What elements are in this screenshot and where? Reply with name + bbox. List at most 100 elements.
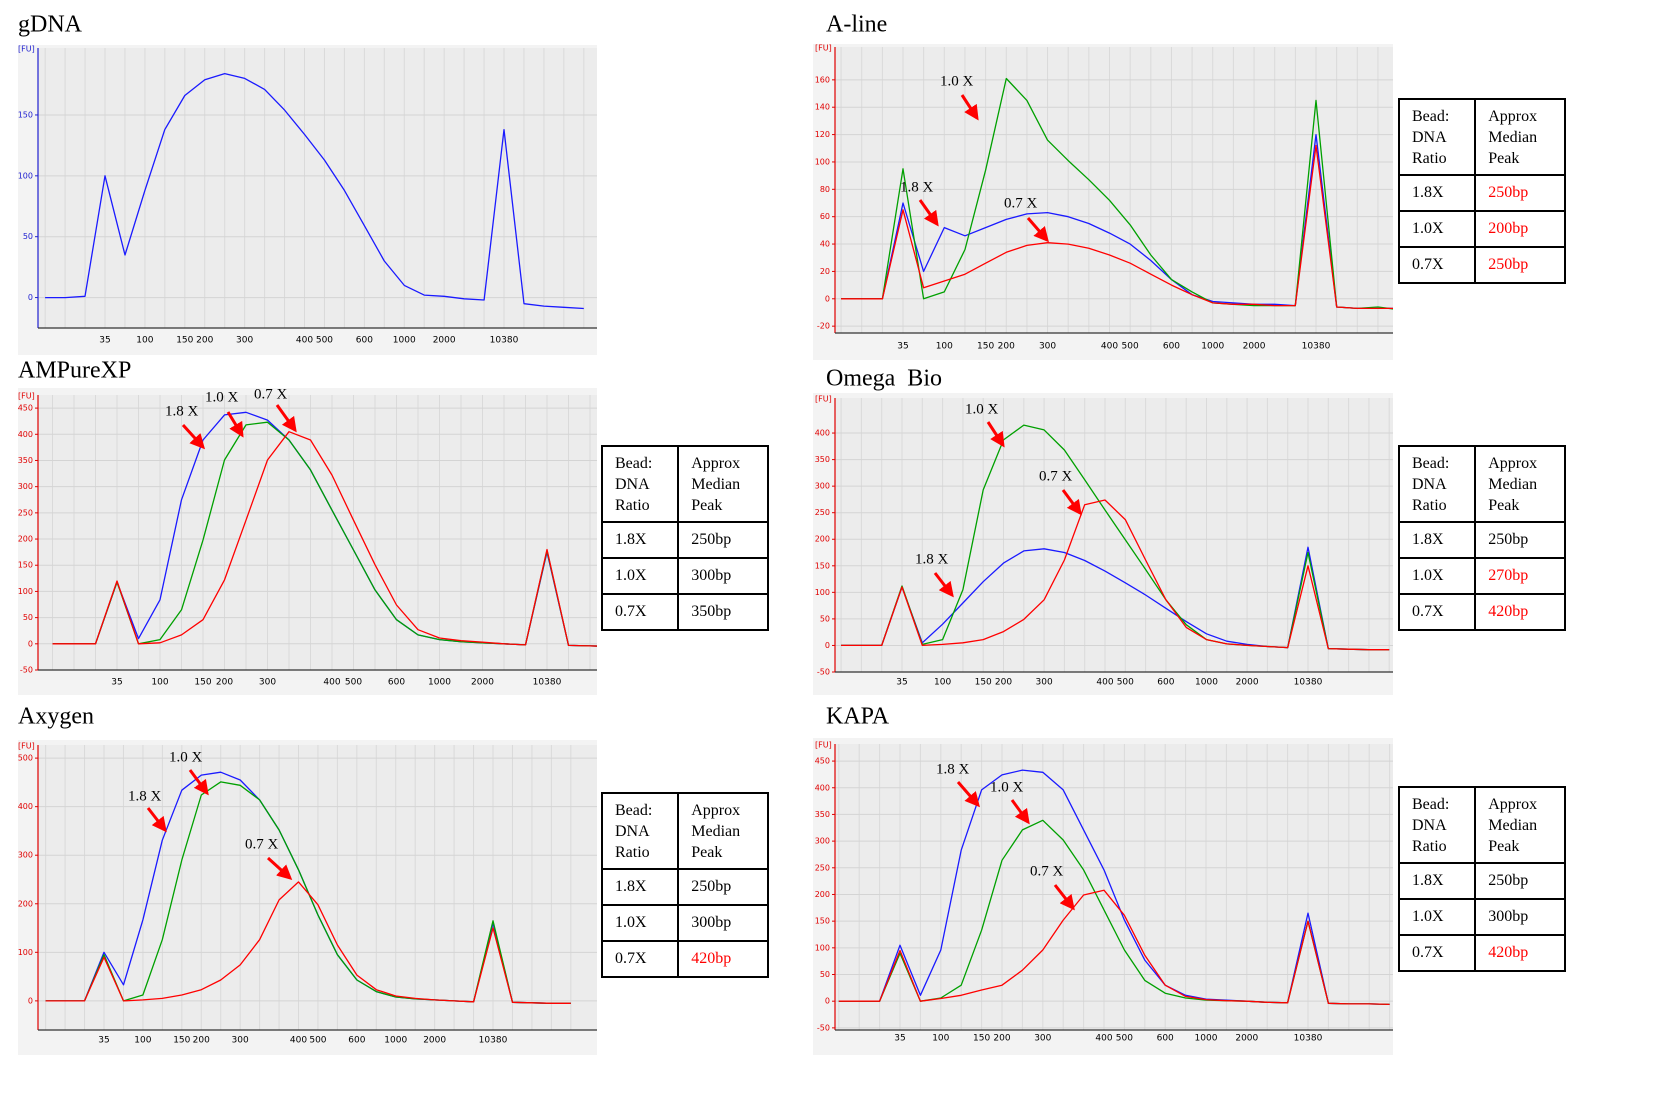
annotation-arrow [226, 411, 244, 438]
y-tick-label: 80 [820, 185, 830, 194]
plot-lines [52, 411, 597, 647]
data-line [841, 77, 1393, 310]
ratio-cell: 1.0X [1397, 898, 1477, 936]
table-row: 0.7X 350bp [600, 593, 769, 631]
annotation-arrow [1061, 489, 1082, 516]
data-line [45, 881, 571, 1004]
y-axis-label: [FU] [815, 395, 832, 404]
annotation: 0.7 X [1039, 468, 1073, 484]
y-tick-label: 50 [23, 613, 33, 622]
x-tick-label: 500 [316, 336, 333, 346]
x-tick-label: 10380 [533, 678, 562, 688]
y-tick-label: 300 [815, 837, 830, 846]
x-tick-label: 500 [309, 1036, 326, 1046]
data-line [841, 499, 1390, 651]
y-axis-label: [FU] [815, 44, 832, 53]
annotation-arrow [266, 856, 293, 881]
y-tick-label: -20 [817, 322, 830, 331]
header-cell: Approx Median Peak [1474, 445, 1566, 523]
annotation-arrow [960, 94, 979, 121]
x-tick-label: 2000 [433, 336, 456, 346]
y-tick-label: 0 [28, 639, 33, 648]
y-tick-label: 350 [815, 810, 830, 819]
peak-cell: 250bp [1474, 246, 1566, 284]
x-tick-label: 10380 [490, 336, 519, 346]
annotation-arrow [146, 807, 167, 833]
plot-lines [45, 771, 571, 1004]
panel-title: A-line [826, 12, 887, 38]
y-axis-label: [FU] [18, 392, 35, 401]
annotation: 1.0 X [990, 779, 1024, 795]
annotation: 1.0 X [940, 73, 974, 89]
header-cell: Bead: DNA Ratio [1397, 98, 1477, 176]
y-tick-label: 50 [820, 614, 830, 623]
peak-cell: 250bp [1474, 174, 1566, 212]
x-tick-label: 1000 [384, 1036, 407, 1046]
header-cell: Approx Median Peak [1474, 786, 1566, 864]
x-tick-label: 150 [977, 342, 994, 352]
ratio-cell: 0.7X [1397, 934, 1477, 972]
x-tick-label: 100 [151, 678, 168, 688]
x-tick-label: 10380 [1294, 1034, 1323, 1044]
x-tick-label: 200 [995, 678, 1012, 688]
table-row: 0.7X 420bp [600, 940, 769, 978]
y-tick-label: 400 [18, 802, 33, 811]
x-tick-label: 150 [194, 678, 211, 688]
y-tick-label: 300 [815, 482, 830, 491]
y-tick-label: 400 [18, 430, 33, 439]
header-cell: Bead: DNA Ratio [1397, 445, 1477, 523]
table-row: 1.8X 250bp [1397, 521, 1566, 559]
x-tick-label: 35 [99, 336, 110, 346]
x-tick-label: 200 [193, 1036, 210, 1046]
table-header: Bead: DNA Ratio Approx Median Peak [1397, 786, 1566, 864]
y-axis-label: [FU] [18, 742, 35, 751]
x-tick-label: 35 [98, 1036, 109, 1046]
annotation: 0.7 X [245, 836, 279, 852]
x-tick-label: 600 [1157, 678, 1174, 688]
y-tick-label: 250 [815, 508, 830, 517]
annotation: 1.8 X [936, 761, 970, 777]
ratio-cell: 0.7X [1397, 593, 1477, 631]
panel-title: AMPureXP [18, 358, 131, 384]
x-tick-label: 500 [1122, 342, 1139, 352]
peak-cell: 300bp [677, 557, 769, 595]
ratio-table: Bead: DNA Ratio Approx Median Peak 1.8X 250… [600, 445, 769, 631]
y-tick-label: 0 [28, 996, 33, 1005]
x-tick-label: 10380 [479, 1036, 508, 1046]
y-tick-label: 300 [18, 851, 33, 860]
x-tick-label: 200 [998, 342, 1015, 352]
plot-area [835, 47, 1393, 333]
x-tick-label: 400 [1101, 342, 1118, 352]
y-tick-label: 250 [815, 863, 830, 872]
y-tick-label: 200 [18, 535, 33, 544]
x-tick-label: 1000 [393, 336, 416, 346]
x-tick-label: 150 [173, 1036, 190, 1046]
y-tick-label: 200 [18, 899, 33, 908]
y-tick-label: 50 [23, 232, 33, 241]
plot-lines [45, 72, 584, 310]
peak-cell: 250bp [677, 521, 769, 559]
x-tick-label: 1000 [1201, 342, 1224, 352]
x-tick-label: 10380 [1294, 678, 1323, 688]
ratio-table: Bead: DNA Ratio Approx Median Peak 1.8X 250… [1397, 786, 1566, 972]
plot-area [835, 744, 1393, 1030]
y-tick-label: 160 [815, 75, 830, 84]
ratio-cell: 1.8X [600, 868, 680, 906]
table-row: 1.0X 300bp [600, 557, 769, 595]
header-cell: Approx Median Peak [677, 445, 769, 523]
y-tick-label: 200 [815, 535, 830, 544]
ratio-cell: 1.0X [1397, 557, 1477, 595]
x-tick-label: 100 [936, 342, 953, 352]
ratio-cell: 1.0X [600, 557, 680, 595]
y-tick-label: 350 [815, 455, 830, 464]
peak-cell: 270bp [1474, 557, 1566, 595]
table-row: 1.0X 270bp [1397, 557, 1566, 595]
x-tick-label: 100 [932, 1034, 949, 1044]
y-tick-label: 40 [820, 240, 830, 249]
x-tick-label: 35 [896, 678, 907, 688]
peak-cell: 300bp [677, 904, 769, 942]
annotation-arrow [1053, 884, 1075, 911]
x-tick-label: 600 [1163, 342, 1180, 352]
